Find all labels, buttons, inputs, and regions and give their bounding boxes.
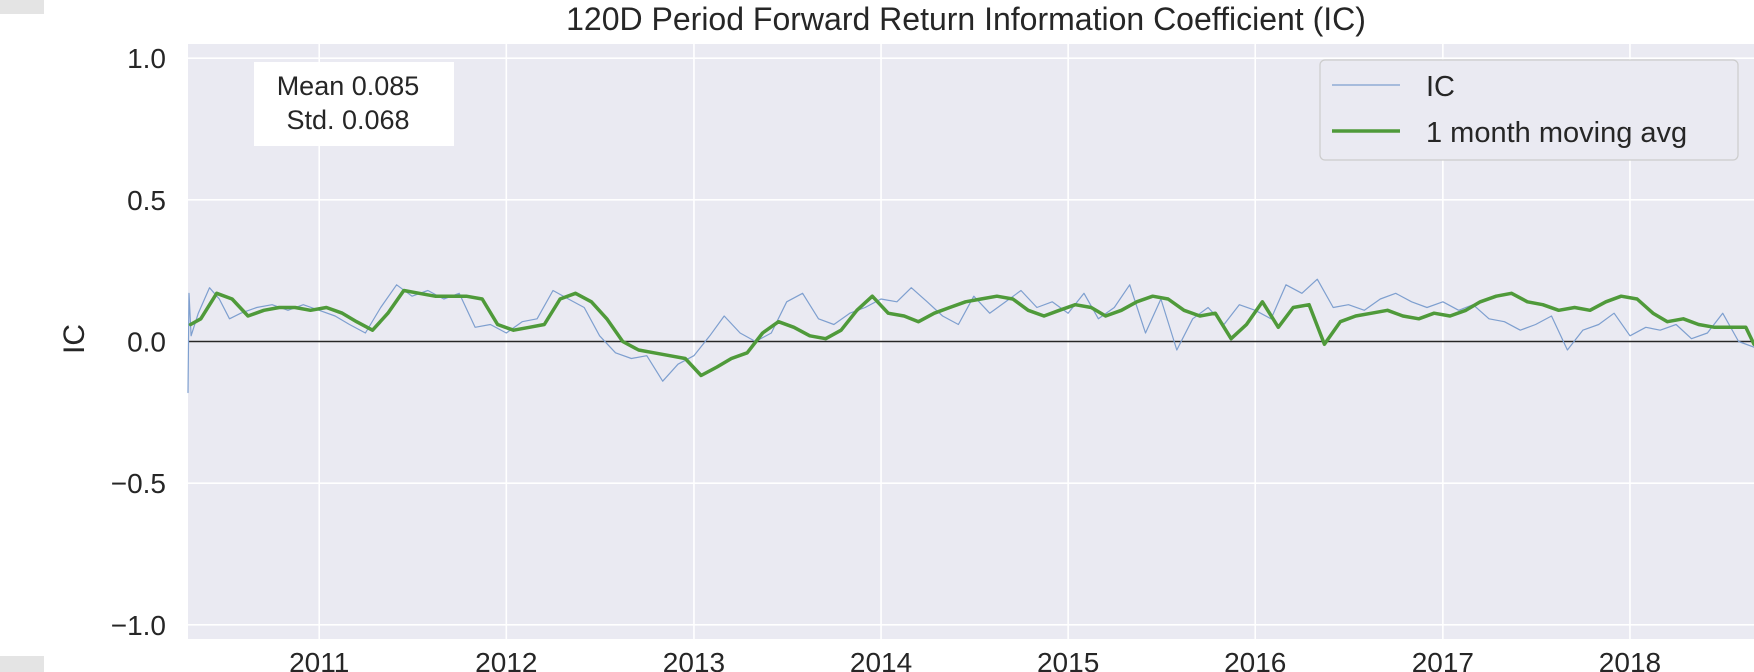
y-axis-ticks: 1.0 0.5 0.0 −0.5 −1.0 bbox=[111, 43, 166, 641]
y-tick-label: 0.5 bbox=[127, 185, 166, 216]
x-axis-ticks: 2011 2012 2013 2014 2015 2016 2017 2018 bbox=[289, 647, 1661, 672]
window-edge-top bbox=[0, 0, 44, 14]
y-axis-label: IC bbox=[58, 324, 91, 354]
y-tick-label: 1.0 bbox=[127, 43, 166, 74]
series-lines bbox=[187, 278, 1754, 394]
legend-label-moving-avg: 1 month moving avg bbox=[1426, 117, 1687, 149]
chart-title: 120D Period Forward Return Information C… bbox=[566, 1, 1366, 37]
y-tick-label: −0.5 bbox=[111, 468, 166, 499]
window-edge-bottom bbox=[0, 656, 44, 672]
y-tick-label: −1.0 bbox=[111, 610, 166, 641]
stats-box: Mean 0.085 Std. 0.068 bbox=[254, 62, 454, 146]
x-tick-label: 2011 bbox=[289, 647, 349, 672]
x-tick-label: 2017 bbox=[1412, 647, 1474, 672]
series-line-ic bbox=[187, 278, 1754, 394]
y-tick-label: 0.0 bbox=[127, 327, 166, 358]
x-tick-label: 2012 bbox=[475, 647, 537, 672]
legend-label-ic: IC bbox=[1426, 71, 1455, 103]
x-tick-label: 2018 bbox=[1599, 647, 1661, 672]
stats-std: Std. 0.068 bbox=[286, 105, 409, 135]
x-tick-label: 2014 bbox=[850, 647, 912, 672]
stats-mean: Mean 0.085 bbox=[277, 71, 420, 101]
legend: IC 1 month moving avg bbox=[1319, 59, 1739, 161]
x-tick-label: 2015 bbox=[1037, 647, 1099, 672]
x-tick-label: 2016 bbox=[1224, 647, 1286, 672]
series-line-moving-avg bbox=[188, 288, 1754, 378]
x-tick-label: 2013 bbox=[663, 647, 725, 672]
